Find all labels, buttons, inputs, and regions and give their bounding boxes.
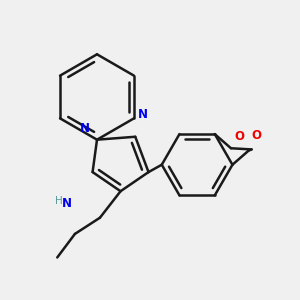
Text: N: N	[80, 122, 90, 135]
Text: O: O	[252, 130, 262, 142]
Text: H: H	[56, 196, 63, 206]
Text: O: O	[234, 130, 244, 143]
Text: N: N	[62, 196, 72, 210]
Text: N: N	[138, 108, 148, 121]
